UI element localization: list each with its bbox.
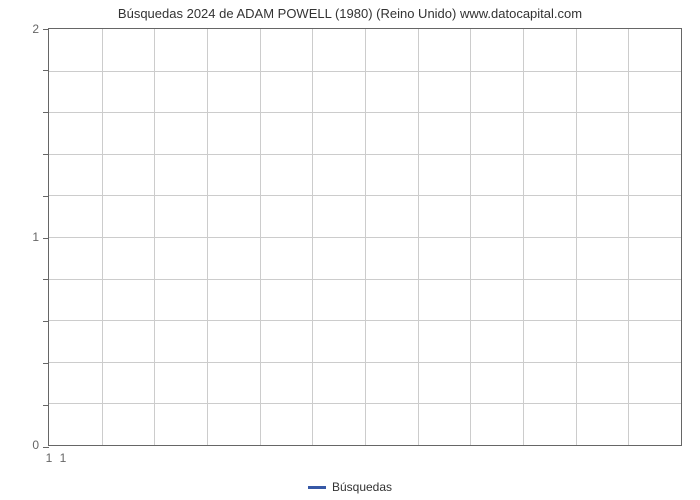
- y-axis-tick-mark: [43, 321, 49, 322]
- y-axis-tick-mark: [43, 363, 49, 364]
- grid-line-vertical: [154, 29, 155, 445]
- grid-line-vertical: [523, 29, 524, 445]
- grid-line-vertical: [102, 29, 103, 445]
- grid-line-vertical: [260, 29, 261, 445]
- grid-line-vertical: [312, 29, 313, 445]
- plot-area: 01211: [48, 28, 682, 446]
- y-axis-tick-mark: [43, 29, 49, 30]
- legend-swatch: [308, 486, 326, 489]
- grid-line-vertical: [628, 29, 629, 445]
- legend-label: Búsquedas: [332, 480, 392, 494]
- y-axis-tick-mark: [43, 70, 49, 71]
- grid-line-vertical: [365, 29, 366, 445]
- legend: Búsquedas: [0, 480, 700, 494]
- y-axis-tick-mark: [43, 279, 49, 280]
- y-axis-tick-mark: [43, 238, 49, 239]
- x-axis-tick-label: 1: [46, 445, 53, 465]
- y-axis-tick-mark: [43, 112, 49, 113]
- grid-line-vertical: [207, 29, 208, 445]
- grid-line-vertical: [470, 29, 471, 445]
- chart-title: Búsquedas 2024 de ADAM POWELL (1980) (Re…: [0, 6, 700, 21]
- search-chart: Búsquedas 2024 de ADAM POWELL (1980) (Re…: [0, 0, 700, 500]
- grid-line-vertical: [418, 29, 419, 445]
- y-axis-tick-mark: [43, 154, 49, 155]
- x-axis-tick-label: 1: [60, 445, 67, 465]
- y-axis-tick-mark: [43, 405, 49, 406]
- y-axis-tick-mark: [43, 196, 49, 197]
- grid-line-vertical: [576, 29, 577, 445]
